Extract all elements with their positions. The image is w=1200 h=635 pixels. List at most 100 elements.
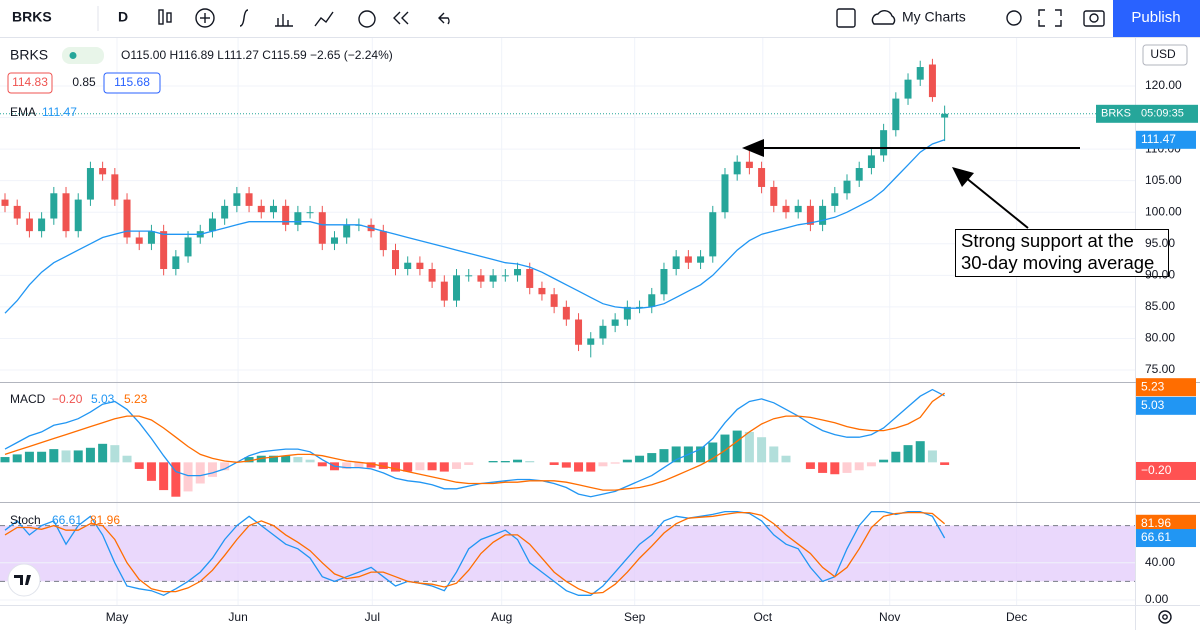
axis-badge xyxy=(1136,461,1196,480)
histogram-bar xyxy=(24,451,34,463)
histogram-bar xyxy=(708,442,718,463)
y-tick-label: 75.00 xyxy=(1145,362,1175,376)
axis-badge-label: −0.20 xyxy=(1141,463,1172,477)
ema-legend-value: 111.47 xyxy=(42,105,77,119)
candle-body xyxy=(526,269,534,288)
toolbar-icons[interactable] xyxy=(158,8,1105,28)
currency[interactable]: USD xyxy=(1150,47,1176,61)
candle-body xyxy=(599,325,607,339)
axis-badge xyxy=(1136,514,1196,533)
candle-body xyxy=(636,306,644,308)
stoch-line xyxy=(4,510,946,597)
histogram-bar xyxy=(244,457,254,463)
ask[interactable]: 115.68 xyxy=(114,75,150,89)
macd-legend: MACD xyxy=(10,392,46,406)
histogram-bar xyxy=(757,437,767,463)
histogram-bar xyxy=(207,462,217,477)
histogram-bar xyxy=(610,462,620,464)
histogram-bar xyxy=(744,431,754,463)
candle-body xyxy=(184,237,192,257)
annotation-arrow xyxy=(959,172,1029,229)
histogram-bar xyxy=(390,462,400,472)
interval[interactable]: D xyxy=(118,9,128,25)
histogram-bar xyxy=(842,462,852,473)
publish-label[interactable]: Publish xyxy=(1131,9,1180,26)
candle-body xyxy=(745,161,753,169)
candle-body xyxy=(880,130,888,156)
bid-box[interactable] xyxy=(7,72,53,94)
candle-body xyxy=(550,294,558,307)
candle-body xyxy=(648,294,656,307)
candle-body xyxy=(294,212,302,225)
candle-body xyxy=(404,262,412,270)
candle-body xyxy=(575,319,583,345)
histogram-bar xyxy=(73,450,83,463)
histogram-bar xyxy=(574,462,584,472)
histogram-bar xyxy=(403,462,413,472)
histogram-bar xyxy=(805,462,815,469)
candle-body xyxy=(13,205,21,219)
annotation-text: Strong support at the xyxy=(961,230,1134,251)
candle-body xyxy=(440,281,448,301)
candle-body xyxy=(892,98,900,131)
histogram-bar xyxy=(293,457,303,463)
histogram-bar xyxy=(159,462,169,491)
spread: 0.85 xyxy=(72,75,96,89)
candle-body xyxy=(611,319,619,326)
my-charts[interactable]: My Charts xyxy=(902,9,966,25)
candle-body xyxy=(758,168,766,187)
legend-symbol: BRKS xyxy=(10,47,48,63)
symbol[interactable]: BRKS xyxy=(12,9,52,25)
candle-body xyxy=(172,256,180,270)
status-dot xyxy=(69,52,77,59)
candle-body xyxy=(867,155,875,169)
axis-badge-label: 81.96 xyxy=(1141,516,1171,530)
candle-body xyxy=(123,199,131,238)
candle-body xyxy=(770,186,778,206)
candle-body xyxy=(501,275,509,277)
status-pill xyxy=(62,47,104,64)
y-tick-label: 80.00 xyxy=(1145,331,1175,345)
bid[interactable]: 114.83 xyxy=(12,75,48,89)
candle-body xyxy=(25,218,33,232)
histogram-bar xyxy=(85,447,95,463)
candle-body xyxy=(562,306,570,320)
stoch-legend: Stoch xyxy=(10,513,41,527)
currency-box[interactable] xyxy=(1142,44,1188,66)
histogram-bar xyxy=(171,462,181,497)
histogram-bar xyxy=(12,454,22,463)
candle-body xyxy=(806,205,814,225)
candle-body xyxy=(86,168,94,200)
candle-body xyxy=(379,231,387,251)
x-tick-label: May xyxy=(106,610,129,624)
histogram-bar xyxy=(500,461,510,463)
axis-badge-label: 111.47 xyxy=(1141,132,1176,146)
candle-body xyxy=(587,338,595,345)
candle-body xyxy=(660,269,668,295)
candle-body xyxy=(208,218,216,232)
macd-legend-value: 5.03 xyxy=(91,392,115,406)
candle-body xyxy=(391,250,399,270)
histogram-bar xyxy=(549,462,559,465)
ask-box[interactable] xyxy=(103,72,161,94)
publish-button[interactable] xyxy=(1113,0,1200,37)
candle-body xyxy=(538,287,546,295)
badge-countdown: 05:09:35 xyxy=(1141,108,1184,120)
d-legend-value: 81.96 xyxy=(90,513,120,527)
candle-body xyxy=(343,224,351,238)
axis-badge-label: 5.23 xyxy=(1141,379,1165,393)
settings-icon[interactable] xyxy=(1158,610,1172,624)
candle-body xyxy=(62,193,70,232)
macd-hist-legend: −0.20 xyxy=(52,392,83,406)
histogram-bar xyxy=(488,461,498,463)
histogram-bar xyxy=(915,441,925,463)
plot xyxy=(0,38,1135,605)
histogram-bar xyxy=(183,462,193,492)
histogram-bar xyxy=(720,434,730,463)
histogram-bar xyxy=(586,462,596,472)
last-price-badge xyxy=(1096,104,1198,123)
x-tick-label: Nov xyxy=(879,610,900,624)
histogram-bar xyxy=(110,445,120,463)
histogram-bar xyxy=(49,449,59,463)
